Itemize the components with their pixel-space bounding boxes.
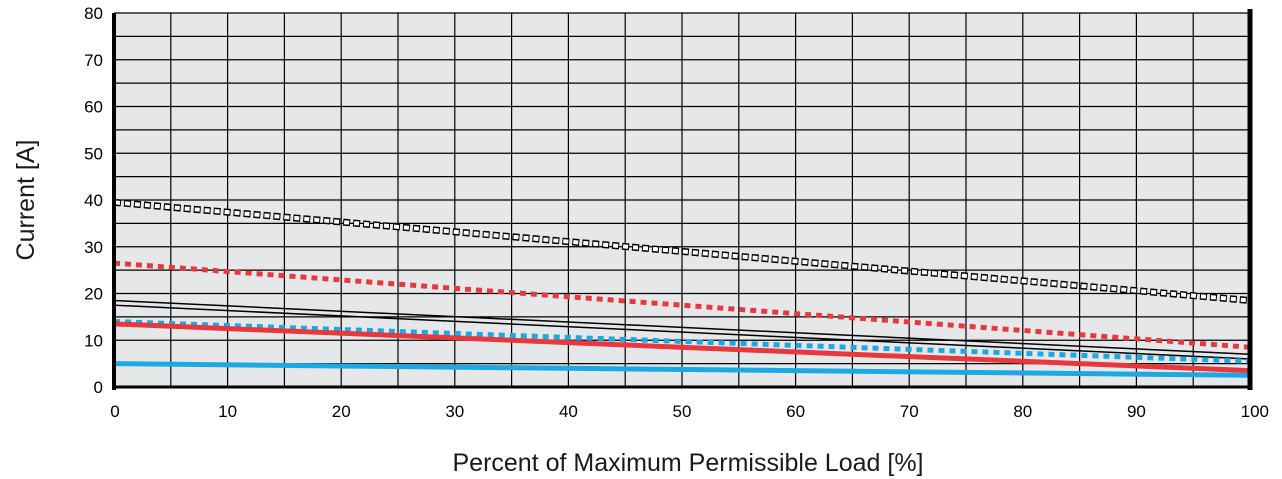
y-tick-label: 40 <box>84 191 103 210</box>
series-line-5 <box>113 319 1251 364</box>
x-tick-label: 90 <box>1127 402 1146 421</box>
series-line-1 <box>113 198 1251 305</box>
x-tick-label: 60 <box>786 402 805 421</box>
series-group <box>113 198 1251 378</box>
y-tick-label: 0 <box>94 378 103 397</box>
x-tick-label: 50 <box>673 402 692 421</box>
x-tick-label: 80 <box>1013 402 1032 421</box>
y-tick-label: 70 <box>84 51 103 70</box>
plot-frame <box>112 9 1253 390</box>
x-tick-label: 100 <box>1241 402 1269 421</box>
x-tick-label: 10 <box>218 402 237 421</box>
x-tick-labels: 0 10 20 30 40 50 60 70 80 90 100 <box>110 402 1269 421</box>
series-line-7 <box>113 361 1251 378</box>
x-tick-label: 70 <box>900 402 919 421</box>
x-tick-label: 40 <box>559 402 578 421</box>
series-line-4 <box>113 304 1251 360</box>
y-tick-labels: 0 10 20 30 40 50 60 70 80 <box>84 4 103 397</box>
series-line-6 <box>113 321 1251 374</box>
y-axis-title: Current [A] <box>12 140 40 261</box>
y-tick-label: 80 <box>84 4 103 23</box>
y-tick-label: 10 <box>84 331 103 350</box>
x-axis-title: Percent of Maximum Permissible Load [%] <box>452 449 923 477</box>
series-line-2 <box>113 260 1251 350</box>
series-line-3 <box>113 299 1251 356</box>
x-tick-label: 0 <box>110 402 119 421</box>
x-tick-label: 20 <box>332 402 351 421</box>
y-tick-label: 50 <box>84 144 103 163</box>
y-tick-label: 60 <box>84 98 103 117</box>
y-tick-label: 20 <box>84 285 103 304</box>
y-tick-label: 30 <box>84 238 103 257</box>
x-tick-label: 30 <box>445 402 464 421</box>
